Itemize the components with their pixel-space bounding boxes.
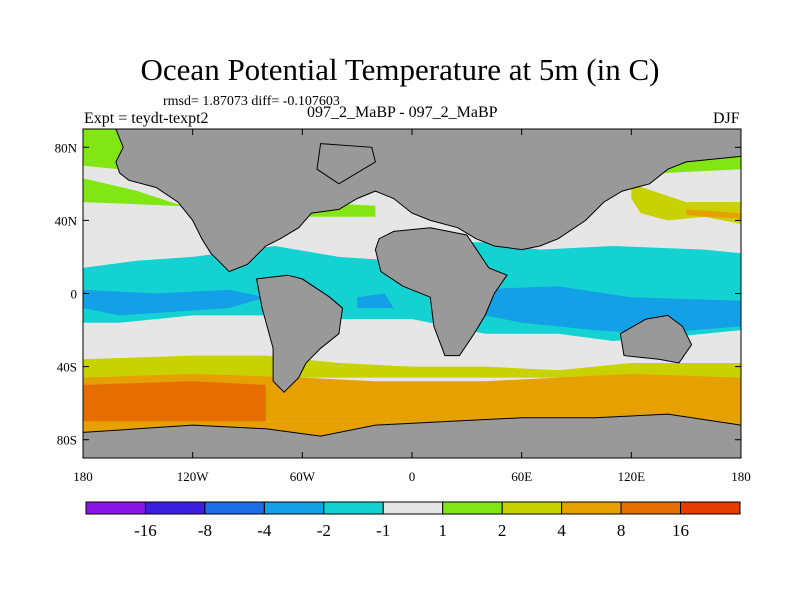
colorbar-label: -1	[376, 521, 390, 540]
land-masks	[83, 129, 741, 458]
y-tick-label: 0	[71, 287, 78, 302]
temperature-region	[83, 289, 266, 316]
chart-title: Ocean Potential Temperature at 5m (in C)	[140, 52, 660, 87]
y-tick-label: 40N	[55, 213, 78, 228]
colorbar-swatch	[323, 501, 384, 515]
colorbar-label: 2	[498, 521, 507, 540]
colorbar-label: 8	[617, 521, 626, 540]
land-north-america-asia	[115, 129, 741, 273]
colorbar-swatch	[442, 501, 503, 515]
land-antarctica	[83, 413, 741, 458]
colorbar-swatch	[144, 501, 206, 515]
colorbar-label: -2	[317, 521, 331, 540]
colorbar-swatch	[382, 501, 444, 515]
colorbar-swatch	[204, 501, 265, 515]
land-australia	[619, 314, 693, 364]
colorbar-swatch	[620, 501, 682, 515]
runs-label: 097_2_MaBP - 097_2_MaBP	[307, 104, 498, 121]
colorbar-label: 4	[557, 521, 566, 540]
season-label: DJF	[713, 110, 740, 127]
colorbar-swatch	[680, 501, 741, 515]
x-tick-label: 120E	[618, 469, 646, 484]
y-tick-label: 80N	[55, 140, 78, 155]
y-tick-label: 40S	[57, 360, 77, 375]
colorbar-label: 1	[438, 521, 447, 540]
colorbar-swatch	[263, 501, 325, 515]
axis-ticks: 180 120W 60W 0 60E 120E 180 80N 40N 0 40S 80S	[55, 129, 751, 484]
temperature-region	[686, 209, 741, 219]
x-tick-label: 120W	[177, 469, 210, 484]
y-tick-label: 80S	[57, 433, 77, 448]
x-tick-label: 60E	[511, 469, 532, 484]
land-africa	[374, 227, 508, 357]
land-south-america	[256, 274, 344, 393]
colorbar-label: -16	[134, 521, 157, 540]
colorbar-swatch	[85, 501, 146, 515]
colorbar-swatch	[501, 501, 563, 515]
colorbar-label: -4	[257, 521, 272, 540]
x-tick-label: 60W	[290, 469, 316, 484]
colorbar: -16 -8 -4 -2 -1 1 2 4 8 16	[85, 501, 741, 540]
x-tick-label: 180	[73, 469, 93, 484]
colorbar-label: -8	[198, 521, 212, 540]
x-tick-label: 0	[409, 469, 416, 484]
x-tick-label: 180	[731, 469, 751, 484]
colorbar-label: 16	[672, 521, 689, 540]
colorbar-swatch	[561, 501, 622, 515]
stats-label: rmsd= 1.87073 diff= -0.107603	[163, 94, 340, 109]
experiment-label: Expt = teydt-texpt2	[84, 110, 209, 127]
temperature-region	[83, 355, 741, 378]
land-greenland	[316, 143, 376, 185]
temperature-region	[357, 293, 394, 309]
temperature-region	[83, 381, 266, 422]
